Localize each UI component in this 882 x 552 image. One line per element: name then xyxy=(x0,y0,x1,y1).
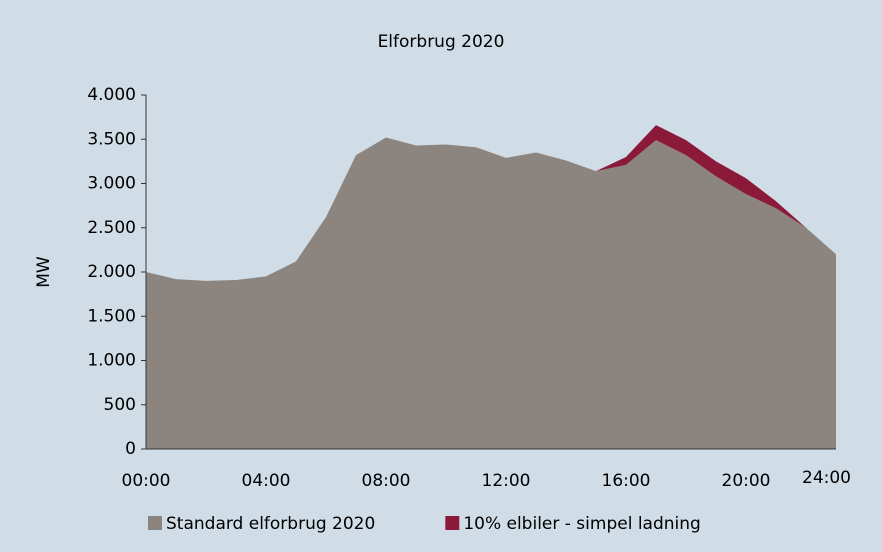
legend-label: 10% elbiler - simpel ladning xyxy=(463,514,701,534)
x-tick-label: 20:00 xyxy=(722,471,771,491)
y-tick-label: 500 xyxy=(104,395,136,415)
y-axis-label: MW xyxy=(34,256,54,288)
x-tick-label: 12:00 xyxy=(482,471,531,491)
y-tick-label: 3.000 xyxy=(87,174,136,194)
x-tick-label: 04:00 xyxy=(242,471,291,491)
x-tick-label: 00:00 xyxy=(122,471,171,491)
x-tick-label: 16:00 xyxy=(602,471,651,491)
y-tick-label: 4.000 xyxy=(87,85,136,105)
legend-swatch xyxy=(445,516,460,530)
legend-label: Standard elforbrug 2020 xyxy=(166,514,375,534)
y-tick-label: 1.500 xyxy=(87,306,136,326)
y-tick-label: 0 xyxy=(125,439,136,459)
chart-title: Elforbrug 2020 xyxy=(378,32,505,52)
y-tick-label: 2.000 xyxy=(87,262,136,282)
area xyxy=(146,137,836,450)
y-tick-label: 3.500 xyxy=(87,129,136,149)
y-tick-label: 1.000 xyxy=(87,351,136,371)
x-tick-label: 08:00 xyxy=(362,471,411,491)
legend-swatch xyxy=(148,516,162,530)
y-tick-label: 2.500 xyxy=(87,218,136,238)
x-tick-label: 24:00 xyxy=(802,468,851,488)
